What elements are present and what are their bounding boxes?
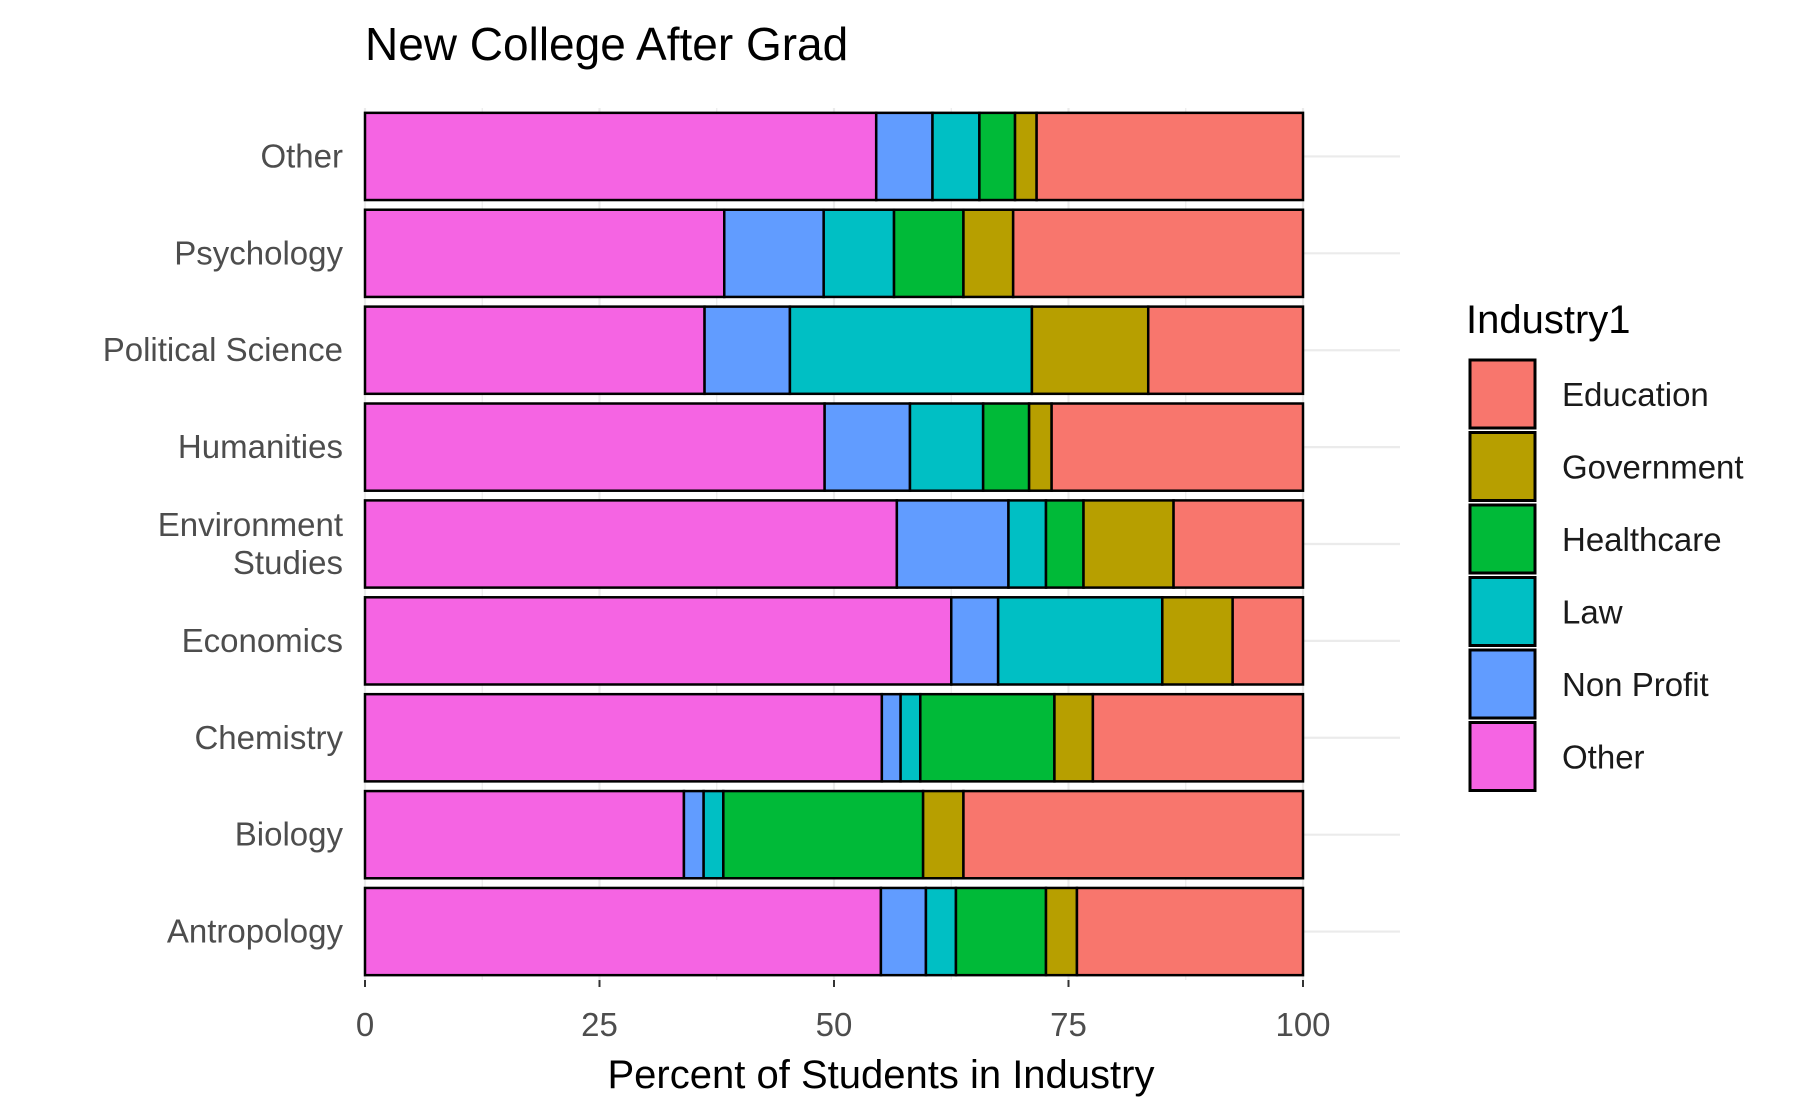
x-axis-title: Percent of Students in Industry	[608, 1053, 1155, 1097]
bar-segment	[919, 692, 1056, 783]
y-tick-label: Humanities	[178, 428, 343, 465]
y-tick-label: Political Science	[103, 331, 343, 368]
bar-segment	[879, 886, 928, 977]
y-tick-label: Psychology	[174, 234, 343, 271]
bar-segment	[1082, 499, 1175, 589]
legend-key	[1468, 576, 1537, 647]
bar-segment	[1231, 596, 1305, 686]
legend-label: Law	[1562, 594, 1623, 631]
legend-label: Government	[1562, 449, 1744, 486]
bar-segment	[703, 305, 792, 396]
bar-segment	[363, 402, 826, 492]
bar-segment	[924, 886, 958, 977]
bar-segment	[1027, 402, 1053, 492]
legend: Industry1 Education Government Healthcare L…	[1466, 298, 1744, 792]
x-tick-label: 0	[356, 1006, 374, 1043]
category-labels: Antropology Biology Chemistry Economics Envi…	[103, 137, 344, 949]
bar-segment	[950, 596, 1000, 686]
x-tick-label: 75	[1050, 1006, 1087, 1043]
x-tick-label: 25	[581, 1006, 618, 1043]
bar-segment	[874, 111, 934, 202]
legend-label: Education	[1562, 376, 1709, 413]
bar-segment	[823, 402, 912, 492]
bar-segment	[899, 692, 922, 783]
y-tick-label: Environment	[158, 506, 343, 543]
bar-segment	[722, 789, 925, 880]
bar-segment	[363, 305, 706, 396]
bar-segment	[363, 499, 899, 589]
bar-segment	[962, 789, 1305, 880]
bar-segment	[954, 886, 1048, 977]
bar-segment	[363, 596, 953, 686]
bar-segment	[931, 111, 981, 202]
bar-segment	[723, 208, 825, 299]
legend-title: Industry1	[1466, 298, 1631, 342]
legend-label: Healthcare	[1562, 521, 1722, 558]
bar-segment	[1044, 499, 1085, 589]
legend-key	[1468, 648, 1537, 720]
bar-segment	[682, 789, 705, 880]
x-tick-label: 100	[1275, 1006, 1330, 1043]
bar-segment	[702, 789, 725, 880]
y-tick-label: Biology	[235, 816, 344, 853]
bar-segment	[363, 111, 878, 202]
bar-segment	[1172, 499, 1305, 589]
bar-segment	[363, 886, 883, 977]
legend-key	[1468, 721, 1537, 792]
legend-key	[1468, 358, 1537, 430]
bar-segment	[981, 402, 1031, 492]
bar-segment	[895, 499, 1010, 589]
y-tick-label: Other	[260, 137, 343, 174]
bar-segment	[1075, 886, 1305, 977]
x-tick-labels: 0 25 50 75 100	[356, 980, 1331, 1043]
bar-segment	[1146, 305, 1305, 396]
bar-segment	[1035, 111, 1305, 202]
bar-segment	[363, 789, 686, 880]
y-tick-label: Economics	[182, 622, 343, 659]
bar-segment	[822, 208, 896, 299]
bar-segment	[363, 208, 726, 299]
bar-segment	[921, 789, 965, 880]
legend-label: Other	[1562, 739, 1645, 776]
bar-segment	[1091, 692, 1305, 783]
y-tick-label: Studies	[233, 544, 343, 581]
legend-label: Non Profit	[1562, 666, 1709, 703]
bar-segment	[1007, 499, 1048, 589]
bar-segment	[788, 305, 1034, 396]
bar-segment	[1053, 692, 1095, 783]
bar-segment	[880, 692, 902, 783]
bar-segment	[1050, 402, 1305, 492]
bar-segment	[962, 208, 1015, 299]
bar-segment	[1011, 208, 1305, 299]
bar-segment	[908, 402, 985, 492]
bar-segment	[363, 692, 884, 783]
x-tick-label: 50	[816, 1006, 853, 1043]
bar-segment	[1161, 596, 1234, 686]
bar-segment	[978, 111, 1017, 202]
bar-segment	[1013, 111, 1038, 202]
bar-segment	[1030, 305, 1150, 396]
legend-key	[1468, 431, 1537, 502]
y-tick-label: Chemistry	[194, 719, 343, 756]
bar-segment	[892, 208, 965, 299]
chart-title: New College After Grad	[365, 18, 848, 70]
legend-key	[1468, 503, 1537, 575]
bar-segment	[1044, 886, 1079, 977]
bars-layer	[363, 111, 1305, 977]
y-tick-label: Antropology	[167, 913, 344, 950]
bar-segment	[996, 596, 1164, 686]
